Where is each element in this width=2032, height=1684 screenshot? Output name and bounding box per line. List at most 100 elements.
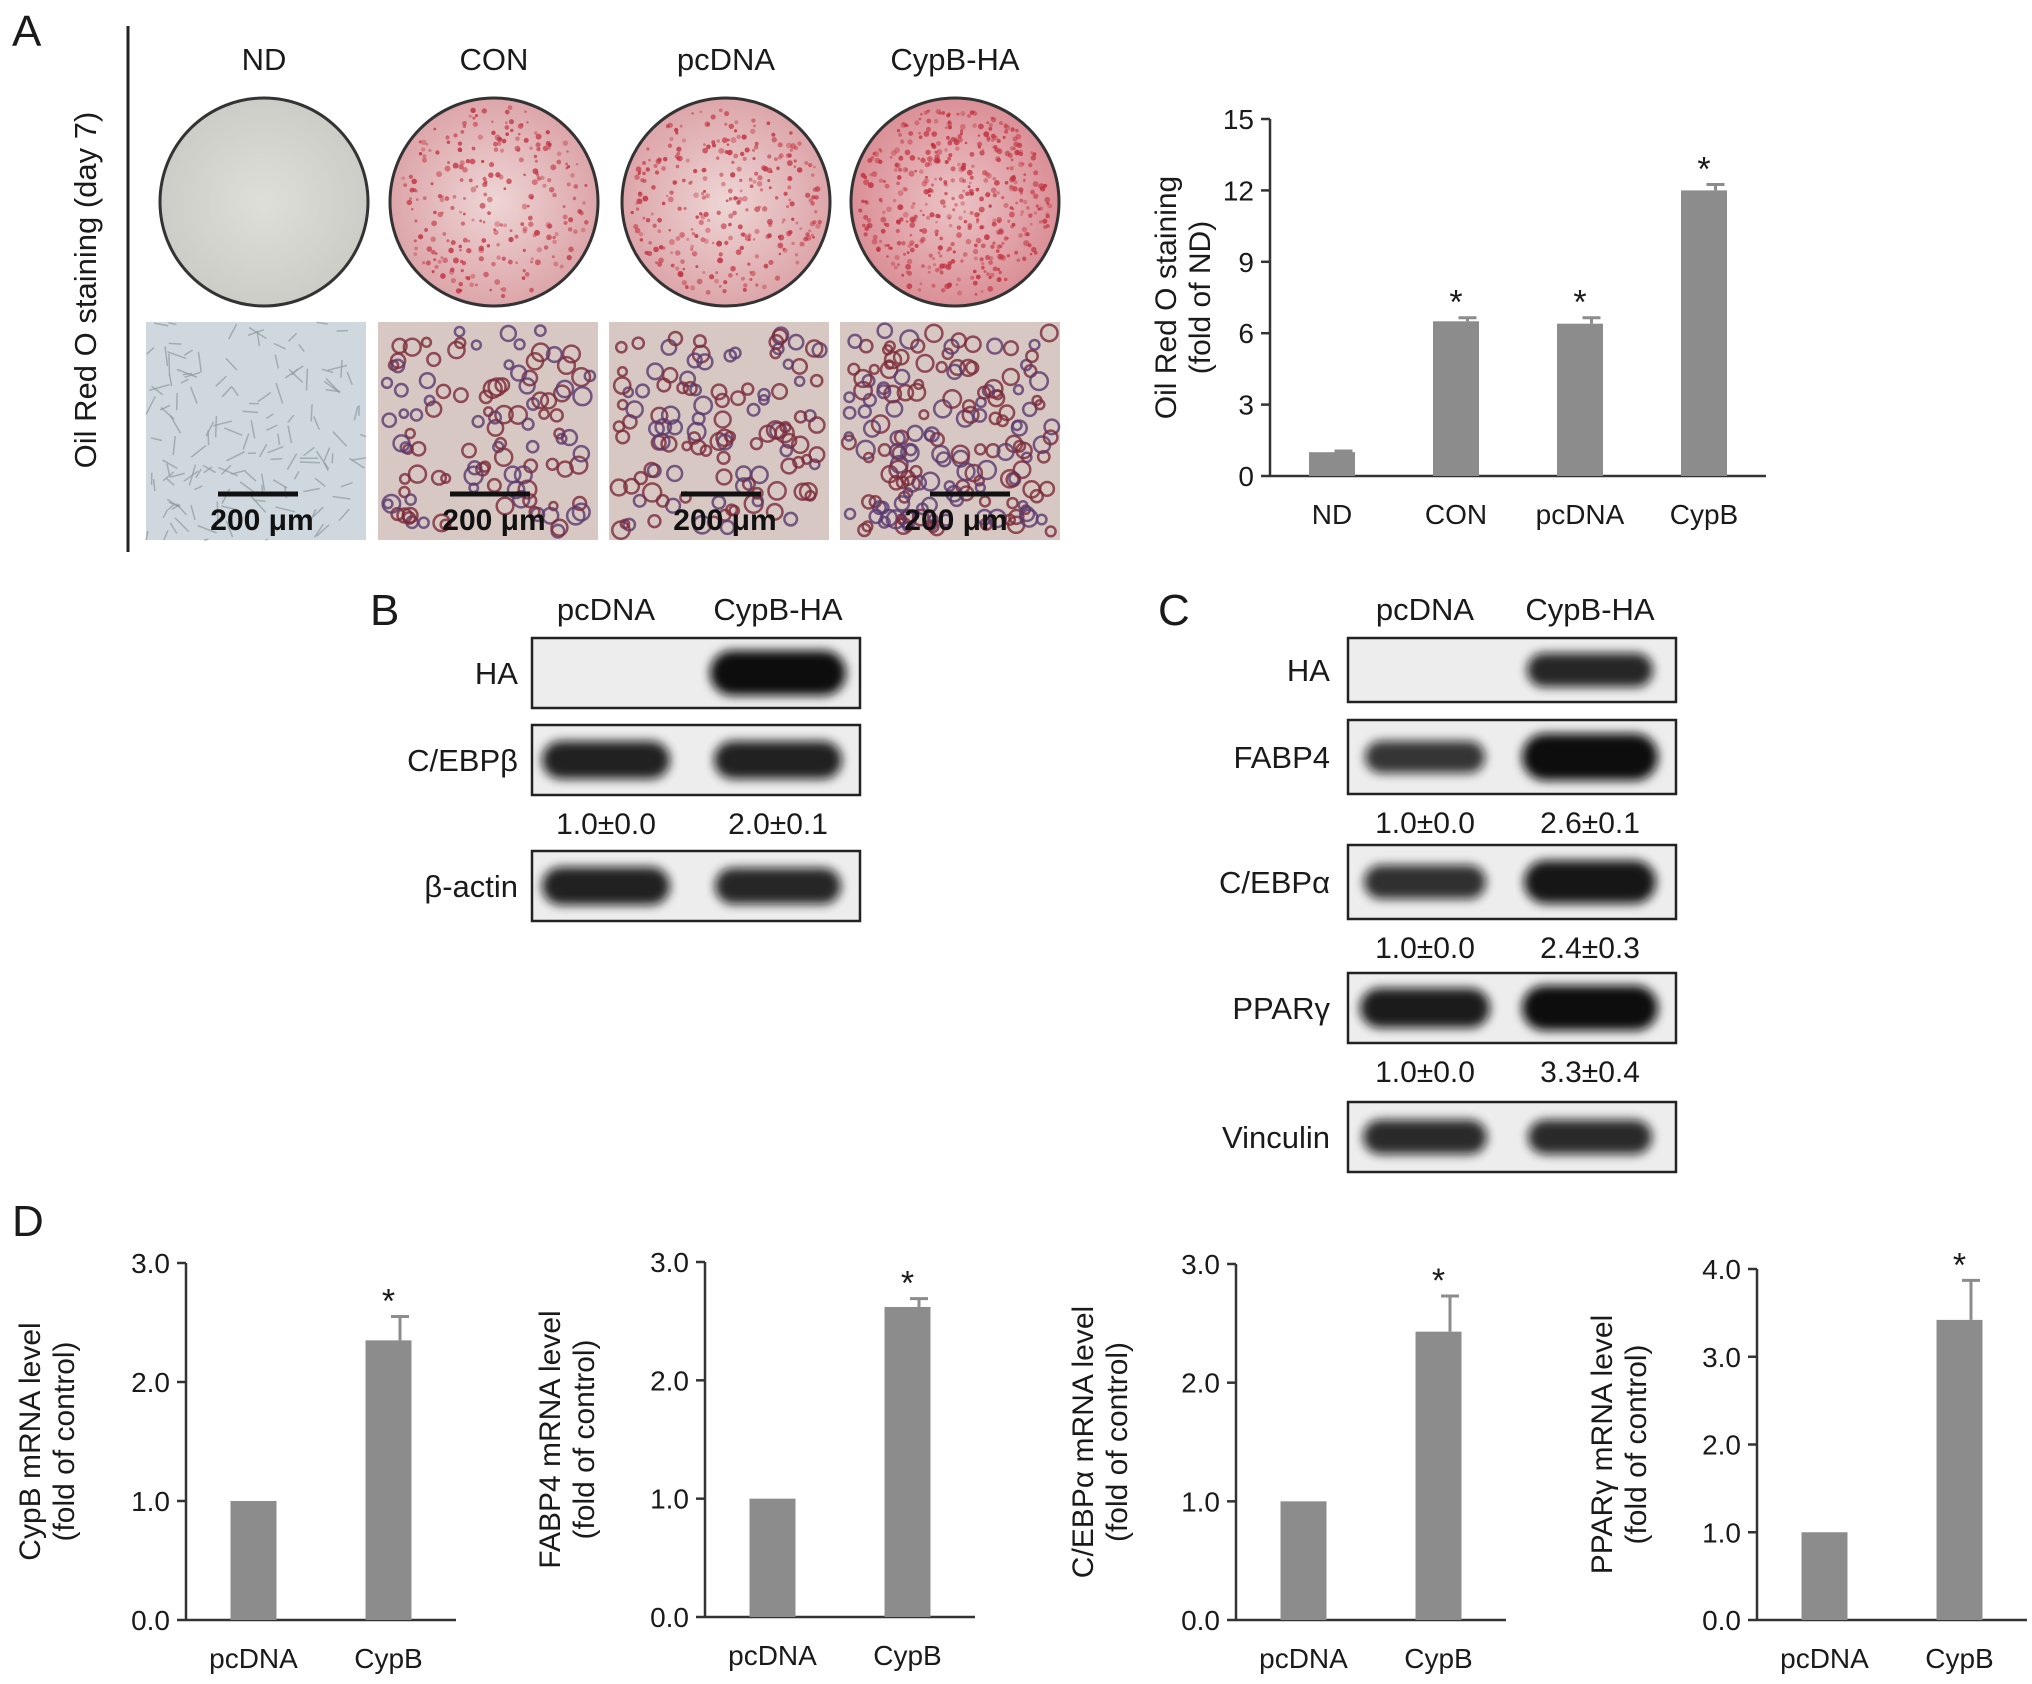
quantification-value: 1.0±0.0 (1375, 807, 1475, 840)
lane-label-cypb-ha: CypB-HA (713, 592, 843, 627)
band (1363, 1119, 1487, 1155)
significance-asterisk: * (382, 1283, 395, 1321)
band (1528, 1119, 1652, 1155)
band (1365, 740, 1485, 774)
y-tick-label: 0.0 (650, 1602, 689, 1633)
blot-label: Vinculin (1222, 1120, 1330, 1155)
bar-cypb (884, 1306, 931, 1617)
band (542, 867, 670, 905)
blot-ha (1346, 636, 1678, 704)
significance-asterisk: * (1432, 1262, 1445, 1300)
microscopy-tile-pcdna: 200 μm (609, 322, 829, 541)
culture-dish-con (388, 96, 600, 308)
quantification-value: 1.0±0.0 (1375, 1056, 1475, 1089)
panel-c: C pcDNA CypB-HA HA FABP4 1.0±0.0 2.6±0.1 C/EBP… (1158, 586, 1678, 1174)
microscopy-tile-con: 200 μm (378, 322, 598, 540)
y-axis-title: (fold of control) (48, 1341, 81, 1541)
quantification-value: 1.0±0.0 (1375, 932, 1475, 965)
x-tick-label-cypb: CypB (873, 1640, 941, 1671)
microscopy-image-row: 200 μm 200 μm 200 μm 200 μm (145, 321, 1061, 541)
panel-d-letter: D (12, 1197, 44, 1246)
blot-actin (530, 849, 862, 923)
panel-a: A Oil Red O staining (day 7) 200 μm 200 μ… (12, 7, 1061, 552)
panel-b-letter: B (370, 586, 399, 635)
blot-label: C/EBPα (1219, 865, 1330, 900)
blot-ppar (1346, 971, 1678, 1045)
x-tick-label-cypb: CypB (1404, 1643, 1472, 1674)
band (1522, 733, 1658, 781)
oil-red-o-quantification-chart: 0 3 6 9 12 15 ND * CON * pcDNA * CypB Oil Red O stain… (1150, 104, 1766, 530)
band (1527, 653, 1653, 687)
blot-fabp4 (1346, 718, 1678, 796)
cypb-mrna-chart: 0.0 1.0 2.0 3.0 pcDNA * CypB CypB mRNA level (fo… (14, 1248, 456, 1674)
band (1522, 985, 1658, 1031)
y-tick-label: 3.0 (1181, 1249, 1220, 1280)
scale-bar-label: 200 μm (673, 504, 776, 537)
y-axis-title: (fold of control) (1620, 1344, 1653, 1544)
y-tick-label: 0 (1238, 461, 1254, 492)
y-tick-label: 3.0 (1702, 1342, 1741, 1373)
fabp4-mrna-chart: 0.0 1.0 2.0 3.0 pcDNA * CypB FABP4 mRNA level (f… (534, 1247, 975, 1671)
blot-c-ebp (1346, 843, 1678, 921)
y-tick-label: 0.0 (1702, 1605, 1741, 1636)
y-tick-label: 3.0 (650, 1247, 689, 1278)
y-tick-label: 9 (1238, 247, 1254, 278)
culture-dish-nd (158, 96, 370, 308)
y-axis-title: Oil Red O staining (1150, 176, 1183, 419)
bar-con (1433, 321, 1479, 476)
significance-asterisk: * (1697, 150, 1710, 188)
scale-bar-label: 200 μm (904, 504, 1007, 537)
western-blot-c: pcDNA CypB-HA HA FABP4 1.0±0.0 2.6±0.1 C/EBPα 1… (1219, 592, 1678, 1174)
y-tick-label: 1.0 (650, 1484, 689, 1515)
culture-dish-pcdna (620, 96, 832, 308)
y-tick-label: 0.0 (1181, 1605, 1220, 1636)
x-tick-label-pcdna: pcDNA (209, 1643, 298, 1674)
x-tick-label-cypb: CypB (354, 1643, 422, 1674)
y-tick-label: 1.0 (1702, 1517, 1741, 1548)
y-axis-title: C/EBPα mRNA level (1067, 1306, 1100, 1578)
oil-red-o-side-label: Oil Red O staining (day 7) (68, 112, 103, 469)
culture-dish-cypb-ha (849, 96, 1061, 308)
bar-pcdna (749, 1498, 796, 1617)
blot-label: HA (475, 656, 518, 691)
quantification-value: 2.0±0.1 (728, 808, 828, 841)
blot-vinculin (1346, 1100, 1678, 1174)
band (710, 650, 846, 696)
lane-label-cypb-ha: CypB-HA (1525, 592, 1655, 627)
y-tick-label: 2.0 (131, 1367, 170, 1398)
microscopy-tile-nd: 200 μm (145, 321, 367, 541)
scale-bar-label: 200 μm (210, 504, 313, 537)
blot-label: C/EBPβ (407, 743, 518, 778)
quantification-value: 3.3±0.4 (1540, 1056, 1640, 1089)
bar-cypb (1681, 190, 1727, 476)
bar-cypb (1415, 1331, 1462, 1620)
quantification-value: 2.4±0.3 (1540, 932, 1640, 965)
x-tick-label-pcdna: pcDNA (1536, 499, 1625, 530)
y-tick-label: 1.0 (131, 1486, 170, 1517)
bar-pcdna (1557, 323, 1603, 476)
x-tick-label-nd: ND (1312, 499, 1352, 530)
y-axis-title: (fold of control) (1101, 1342, 1134, 1542)
y-tick-label: 2.0 (650, 1365, 689, 1396)
condition-labels: ND CON pcDNA CypB-HA (242, 42, 1020, 77)
blot-ha (530, 636, 862, 710)
y-tick-label: 3.0 (131, 1248, 170, 1279)
band (542, 741, 670, 779)
dish-image-row (158, 96, 1061, 308)
panel-c-letter: C (1158, 586, 1190, 635)
significance-asterisk: * (1953, 1246, 1966, 1284)
x-tick-label-cypb: CypB (1670, 499, 1738, 530)
y-tick-label: 3 (1238, 390, 1254, 421)
condition-label-nd: ND (242, 42, 287, 77)
x-tick-label-pcdna: pcDNA (728, 1640, 817, 1671)
y-axis-title: (fold of control) (568, 1339, 601, 1539)
y-tick-label: 4.0 (1702, 1254, 1741, 1285)
western-blot-b: pcDNA CypB-HA HA C/EBPβ 1.0±0.0 2.0±0.1 β-acti… (407, 592, 862, 923)
y-axis-title: (fold of ND) (1184, 221, 1217, 374)
bar-pcdna (1280, 1501, 1327, 1620)
condition-label-pcdna: pcDNA (677, 42, 776, 77)
lane-label-pcdna: pcDNA (1376, 592, 1475, 627)
scale-bar-label: 200 μm (442, 504, 545, 537)
panel-b: B pcDNA CypB-HA HA C/EBPβ 1.0±0.0 2.0±0.1 β-ac… (370, 586, 862, 923)
